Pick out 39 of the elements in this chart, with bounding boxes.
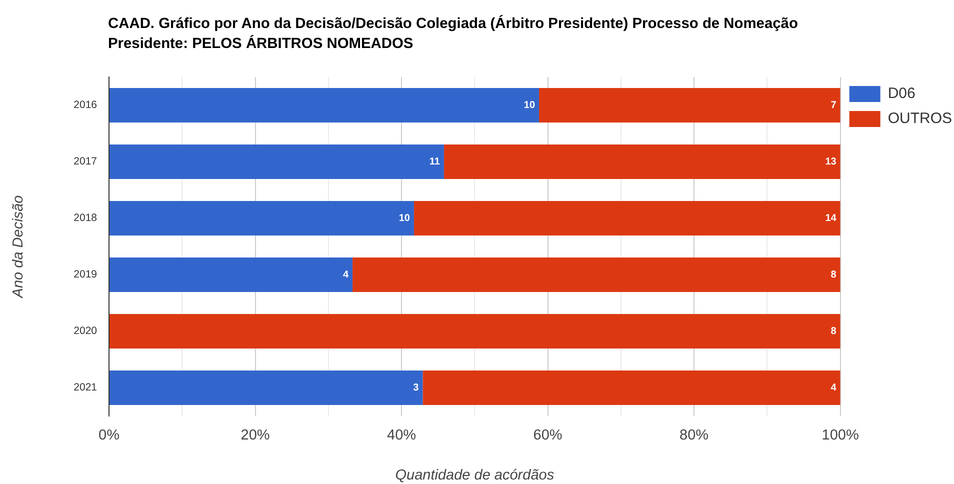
x-tick-label: 40% (387, 428, 416, 444)
bar (539, 88, 840, 122)
bar (110, 201, 414, 236)
x-tick-label: 100% (822, 428, 859, 444)
annotation: 4 (830, 382, 837, 394)
y-tick-label: 2016 (74, 99, 98, 112)
bar (110, 88, 540, 122)
x-tick-label: 80% (680, 428, 709, 444)
bar (110, 258, 353, 292)
bar (414, 201, 840, 236)
annotation: 11 (429, 156, 440, 168)
x-tick-label: 20% (240, 428, 270, 444)
annotation: 4 (342, 270, 349, 280)
annotation: 8 (830, 270, 837, 280)
annotation: 8 (830, 326, 837, 337)
y-tick-label: 2019 (74, 268, 98, 281)
y-tick-label: 2021 (74, 382, 98, 394)
bar (110, 144, 444, 179)
y-tick-label: 2017 (74, 156, 98, 168)
x-tick-label: 0% (98, 428, 120, 444)
x-tick-label: 60% (533, 428, 562, 444)
annotation: 3 (413, 382, 420, 394)
legend-label: D06 (888, 85, 916, 102)
bar (422, 370, 840, 405)
bar (110, 314, 840, 348)
bar (444, 144, 840, 179)
bar (352, 258, 840, 292)
bar (110, 370, 423, 405)
annotation: 10 (524, 100, 536, 111)
annotation: 14 (825, 213, 837, 224)
annotation: 13 (825, 156, 837, 168)
chart-title: CAAD. Gráfico por Ano da Decisão/Decisão Colegiada (Árbitro Presidente) Processo de Nomeação Presidente: PELOS ÁRBITROS NOMEADOS (108, 14, 799, 54)
x-axis-title: Quantidade de acórdãos (395, 467, 554, 484)
y-tick-label: 2018 (74, 212, 98, 224)
annotation: 10 (398, 213, 410, 224)
legend-label: OUTROS (888, 110, 952, 128)
y-tick-label: 2020 (74, 325, 98, 338)
annotation: 7 (830, 100, 837, 111)
y-axis-title: Ano da Decisão (10, 195, 27, 299)
